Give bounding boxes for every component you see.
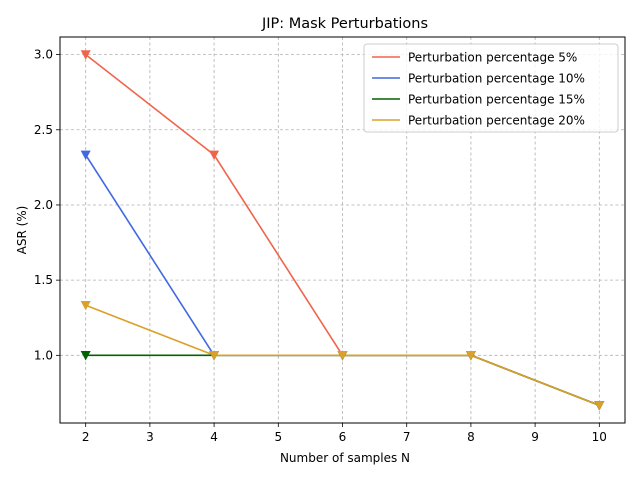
x-axis-title: Number of samples N [280,451,410,465]
data-point-marker [337,351,348,361]
y-tick-label: 3.0 [34,48,53,62]
x-tick-label: 8 [467,430,475,444]
x-tick-label: 10 [592,430,607,444]
x-tick-label: 5 [274,430,282,444]
legend-label: Perturbation percentage 10% [408,72,585,86]
data-point-marker [80,300,91,311]
data-point-marker [209,351,220,361]
legend-label: Perturbation percentage 5% [408,51,577,65]
y-tick-label: 1.0 [34,348,53,362]
y-axis-title: ASR (%) [15,206,29,255]
data-point-marker [80,50,91,60]
axis-ticks: 2 3 4 5 6 7 8 9 10 1.0 1.5 2.0 2.5 3.0 [34,48,607,444]
y-tick-label: 2.5 [34,123,53,137]
data-point-marker [465,351,476,361]
y-tick-label: 2.0 [34,198,53,212]
x-tick-label: 9 [531,430,539,444]
y-tick-label: 1.5 [34,273,53,287]
data-point-marker [209,150,220,161]
data-point-marker [80,351,91,361]
chart-title: JIP: Mask Perturbations [261,16,428,32]
series-lines [80,50,605,411]
legend: Perturbation percentage 5% Perturbation p… [363,43,619,133]
legend-label: Perturbation percentage 20% [408,114,585,128]
x-tick-label: 7 [403,430,411,444]
data-point-marker [80,150,91,161]
x-tick-label: 6 [339,430,347,444]
x-tick-label: 3 [146,430,154,444]
x-tick-label: 2 [82,430,90,444]
legend-label: Perturbation percentage 15% [408,93,585,107]
legend-box [363,43,619,133]
x-tick-label: 4 [210,430,218,444]
data-point-marker [594,401,605,411]
